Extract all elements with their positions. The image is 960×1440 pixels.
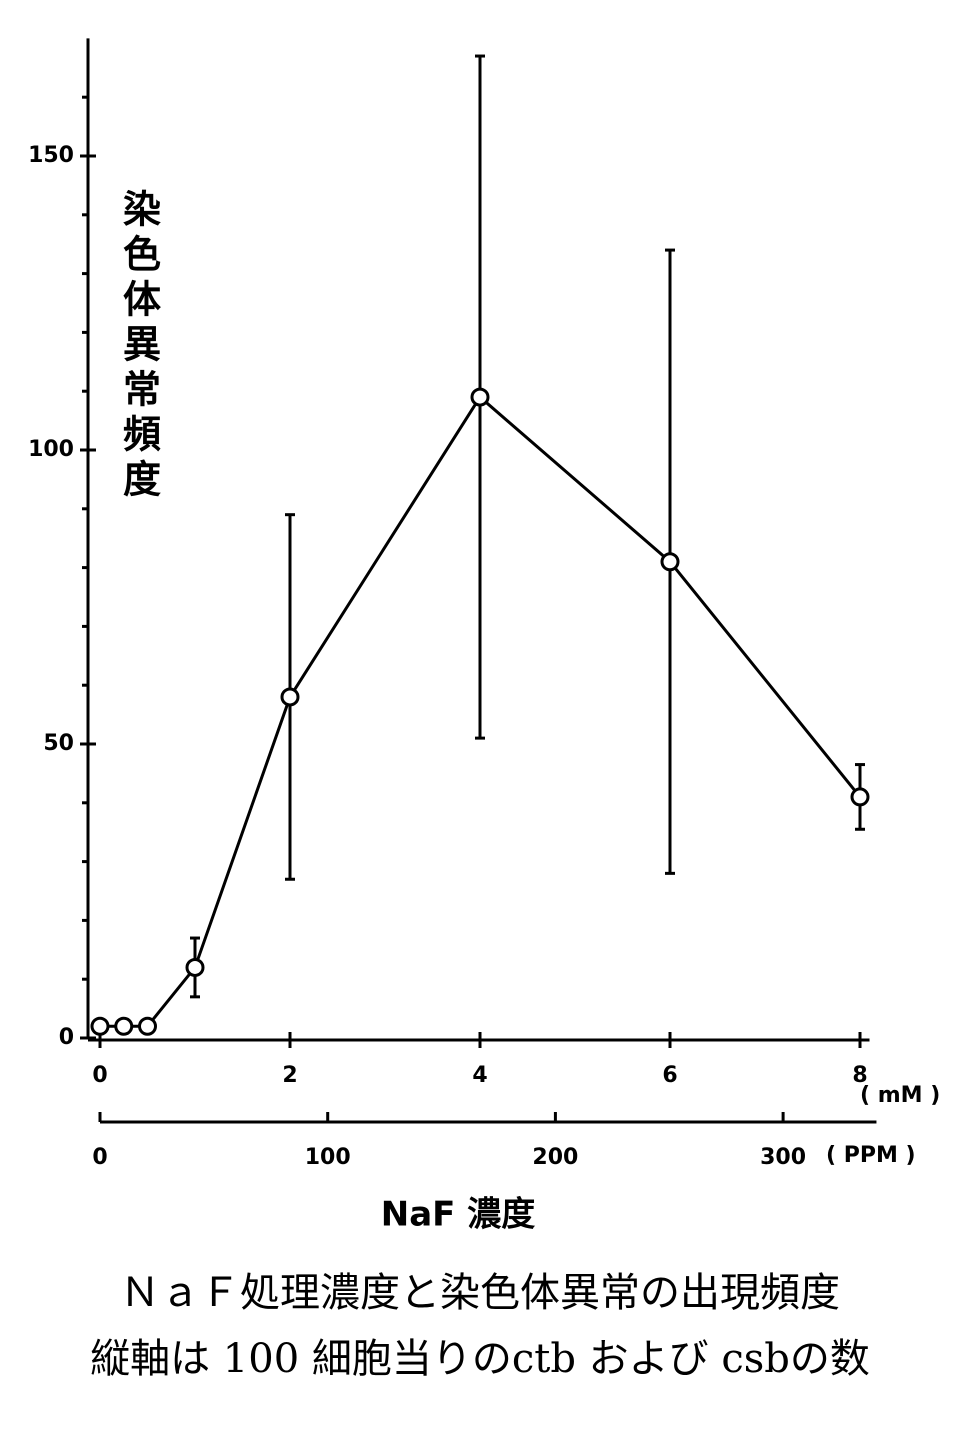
x-unit: ( mM ) — [860, 1083, 940, 1108]
x-tick-label: 0 — [92, 1063, 107, 1088]
y-axis-title-char: 度 — [123, 458, 161, 502]
point — [114, 1016, 134, 1036]
point — [90, 1016, 110, 1036]
point — [470, 387, 490, 407]
caption-line: ＮａＦ処理濃度と染色体異常の出現頻度 — [120, 1270, 840, 1316]
y-axis-title-char: 異 — [123, 323, 161, 367]
x-tick-label: 4 — [472, 1063, 487, 1088]
y-tick-label: 50 — [43, 731, 74, 756]
x2-tick-label: 100 — [305, 1145, 351, 1170]
y-axis-title-char: 常 — [123, 368, 161, 412]
x-axis-title: NaF 濃度 — [381, 1195, 535, 1235]
caption-line: 縦軸は 100 細胞当りのctb および csbの数 — [90, 1336, 870, 1382]
y-tick-label: 100 — [28, 437, 74, 462]
x-tick-label: 2 — [282, 1063, 297, 1088]
x2-tick-label: 0 — [92, 1145, 107, 1170]
point — [138, 1016, 157, 1036]
y-axis-title-char: 色 — [123, 233, 161, 277]
x-tick-label: 8 — [852, 1063, 867, 1088]
point — [660, 552, 680, 572]
point — [185, 957, 205, 977]
x2-tick-label: 300 — [760, 1145, 806, 1170]
x-tick-label: 6 — [662, 1063, 677, 1088]
y-axis-title-char: 染 — [123, 188, 161, 232]
y-axis-title-char: 頻 — [123, 413, 161, 457]
y-tick-label: 0 — [59, 1025, 74, 1050]
x2-tick-label: 200 — [532, 1145, 578, 1170]
x2-unit: ( PPM ) — [826, 1143, 916, 1168]
y-tick-label: 150 — [28, 143, 74, 168]
point — [280, 687, 300, 707]
point — [850, 787, 870, 807]
y-axis-title-char: 体 — [123, 278, 161, 322]
